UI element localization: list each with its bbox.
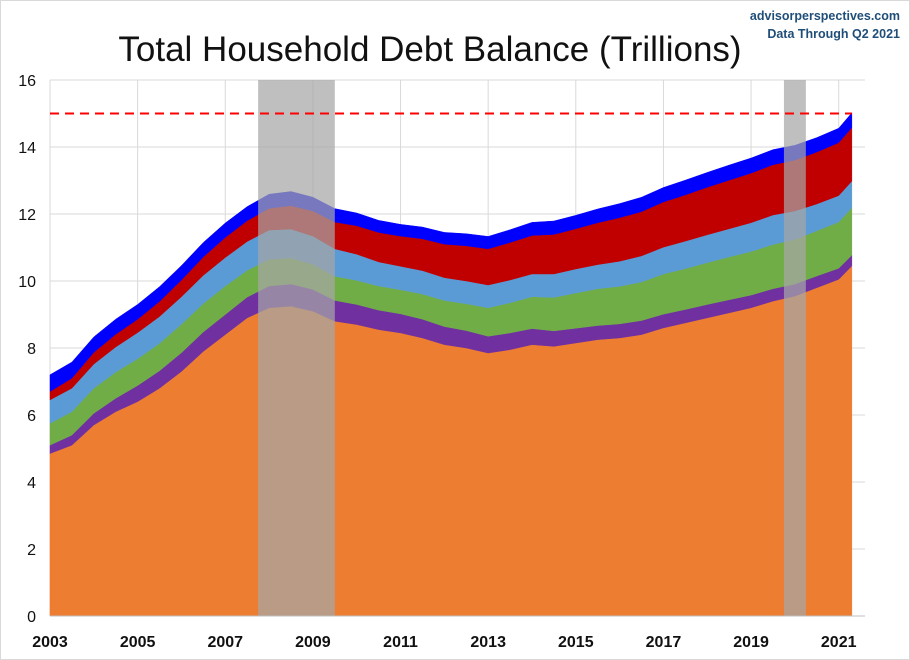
source-site: advisorperspectives.com (749, 9, 900, 23)
x-tick-label: 2003 (32, 634, 68, 651)
x-tick-label: 2011 (383, 634, 418, 651)
recession-band (783, 80, 806, 616)
x-tick-label: 2009 (295, 634, 331, 651)
y-tick-label: 14 (18, 140, 36, 157)
y-tick-label: 10 (18, 274, 36, 291)
y-tick-label: 4 (27, 475, 36, 492)
x-tick-label: 2015 (558, 634, 594, 651)
x-tick-label: 2013 (470, 634, 506, 651)
y-tick-label: 0 (27, 609, 36, 626)
y-tick-label: 6 (27, 408, 36, 425)
y-tick-label: 8 (27, 341, 36, 358)
x-tick-label: 2021 (821, 634, 857, 651)
x-tick-label: 2019 (733, 634, 769, 651)
y-tick-label: 16 (18, 73, 36, 90)
x-tick-label: 2017 (646, 634, 682, 651)
source-note: advisorperspectives.com Data Through Q2 … (750, 7, 900, 43)
data-through-note: Data Through Q2 2021 (767, 27, 900, 41)
axes: 0 2 4 6 8 10 12 14 16 2003 2005 2007 2009 2011 2013 201… (18, 73, 865, 651)
y-tick-label: 2 (27, 542, 36, 559)
stacked-areas (49, 112, 853, 617)
y-tick-label: 12 (18, 207, 36, 224)
recession-band (258, 80, 335, 616)
x-tick-label: 2007 (207, 634, 243, 651)
x-tick-label: 2005 (120, 634, 156, 651)
chart-title: Total Household Debt Balance (Trillions) (118, 30, 742, 69)
recession-bands (258, 80, 806, 616)
